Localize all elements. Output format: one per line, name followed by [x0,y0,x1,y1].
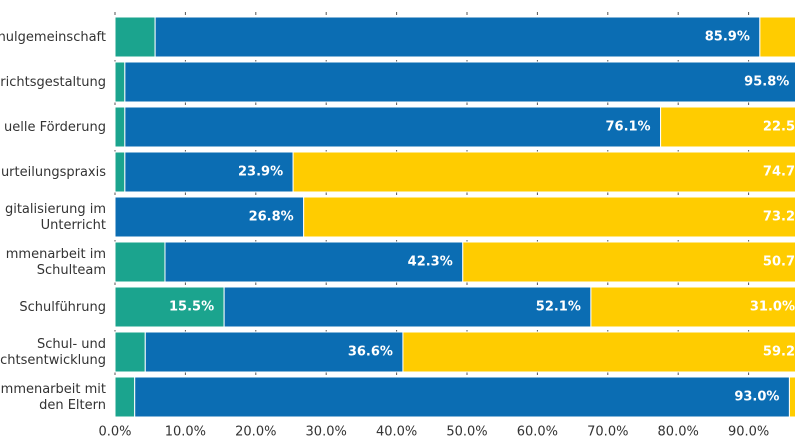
x-tick-label: 80.0% [658,425,699,440]
category-line: gitalisierung im [5,202,106,217]
category-line: chtsentwicklung [0,353,106,368]
category-line: Schulführung [19,300,106,315]
category-line: richtsgestaltung [0,75,106,90]
bar-segment [303,196,795,238]
category-line: Schul- und [37,337,106,352]
bar-segment [114,196,305,238]
bar-segment [114,376,136,418]
value-label: 52.1% [536,300,581,315]
category-label: mmenarbeit mit den Eltern [1,382,106,413]
category-line: Schulteam [37,263,106,278]
value-label: 26.8% [249,210,294,225]
bar-segment [292,151,795,193]
value-label: 22.5 [763,120,795,135]
x-tick-label: 60.0% [517,425,558,440]
bar-segment [134,376,790,418]
category-line: urteilungspraxis [1,165,106,180]
category-label: mmenarbeit im Schulteam [6,247,106,278]
x-tick-label: 30.0% [306,425,347,440]
bar-segment [788,376,795,418]
category-label: hulgemeinschaft [0,30,106,45]
value-label: 23.9% [238,165,283,180]
value-label: 31.0% [750,300,795,315]
category-line: den Eltern [39,398,106,413]
category-label: Schulführung [19,300,106,315]
bar-segment [154,16,761,58]
value-label: 59.2 [763,345,795,360]
x-tick-label: 40.0% [376,425,417,440]
bar-segment [124,106,662,148]
value-label: 76.1% [605,120,650,135]
x-tick-label: 10.0% [165,425,206,440]
bar-segment [660,106,795,148]
category-label: richtsgestaltung [0,75,106,90]
x-tick-label: 50.0% [446,425,487,440]
bar-segment [114,151,126,193]
bar-segment [114,331,146,373]
value-label: 50.7 [763,255,795,270]
bar-segment [114,106,126,148]
bar-segment [114,286,225,328]
category-label: uelle Förderung [4,120,106,135]
bar-segment [590,286,795,328]
bar-segment [402,331,795,373]
category-label: Schul- und chtsentwicklung [0,337,106,368]
category-line: mmenarbeit im [6,247,106,262]
category-label: gitalisierung im Unterricht [5,202,106,233]
category-line: uelle Förderung [4,120,106,135]
x-tick-label: 0.0% [98,425,131,440]
value-label: 95.8% [744,75,789,90]
bar-segment [223,286,592,328]
bar-segment [124,151,294,193]
value-label: 36.6% [348,345,393,360]
value-label: 73.2 [763,210,795,225]
value-label: 85.9% [705,30,750,45]
category-label: urteilungspraxis [1,165,106,180]
x-tick-label: 90.0% [728,425,769,440]
x-tick-label: 70.0% [587,425,628,440]
bar-segment [114,61,126,103]
bar-segment [124,61,795,103]
category-line: Unterricht [41,218,106,233]
bar-segment [759,16,795,58]
category-line: mmenarbeit mit [1,382,106,397]
value-label: 93.0% [734,390,779,405]
value-label: 15.5% [169,300,214,315]
value-label: 74.7 [763,165,795,180]
category-line: hulgemeinschaft [0,30,106,45]
x-tick-label: 20.0% [235,425,276,440]
bar-segment [462,241,795,283]
bar-segment [144,331,404,373]
value-label: 42.3% [408,255,453,270]
bar-segment [114,241,166,283]
bar-segment [114,16,156,58]
